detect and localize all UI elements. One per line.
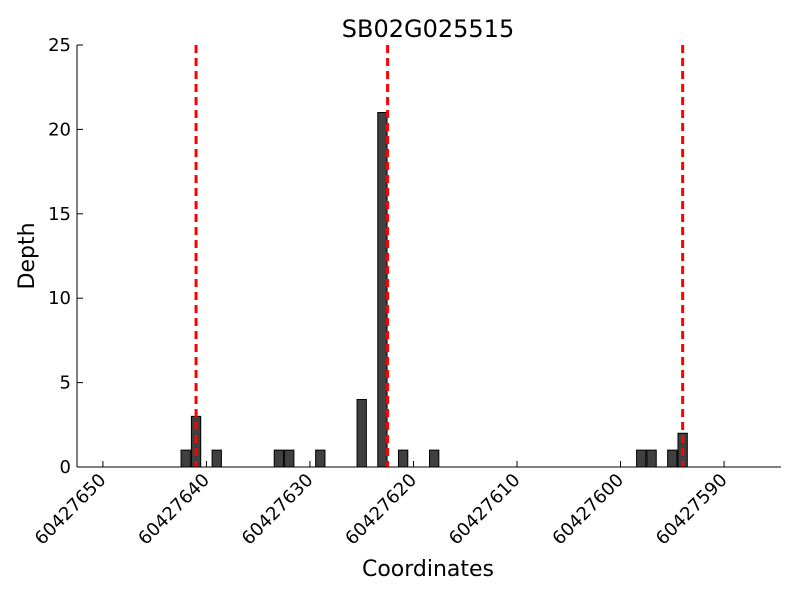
depth-bar [397, 449, 409, 468]
y-tick-label: 0 [60, 457, 71, 478]
x-tick-label: 60427650 [31, 470, 111, 550]
depth-bar [636, 449, 647, 468]
y-tick-label: 5 [60, 373, 71, 394]
y-tick-label: 10 [48, 288, 71, 309]
depth-bar [429, 449, 440, 468]
depth-bar [284, 449, 295, 468]
depth-bar [273, 449, 285, 468]
x-tick-label: 60427620 [341, 470, 421, 550]
bars-layer [180, 112, 688, 468]
x-tick-label: 60427600 [548, 470, 628, 550]
depth-bar [180, 449, 191, 468]
x-tick-label: 60427590 [652, 470, 732, 550]
chart-title: SB02G025515 [342, 15, 514, 43]
y-axis-label: Depth [15, 222, 40, 289]
axes-layer: 0 5 10 15 20 25 60427650 60427640 60427630 604276… [31, 35, 781, 549]
depth-bar [646, 449, 657, 468]
reference-lines-layer [194, 45, 685, 467]
depth-bar [211, 449, 222, 468]
y-tick-label: 25 [48, 35, 71, 56]
depth-bar [315, 449, 326, 468]
x-tick-label: 60427640 [134, 470, 214, 550]
y-tick-label: 15 [48, 204, 71, 225]
x-axis-label: Coordinates [362, 557, 494, 582]
x-tick-label: 60427610 [445, 470, 525, 550]
x-tick-label: 60427630 [238, 470, 318, 550]
depth-bar [377, 112, 388, 468]
depth-bar [667, 449, 678, 468]
y-tick-label: 20 [48, 119, 71, 140]
depth-bar [356, 398, 367, 468]
